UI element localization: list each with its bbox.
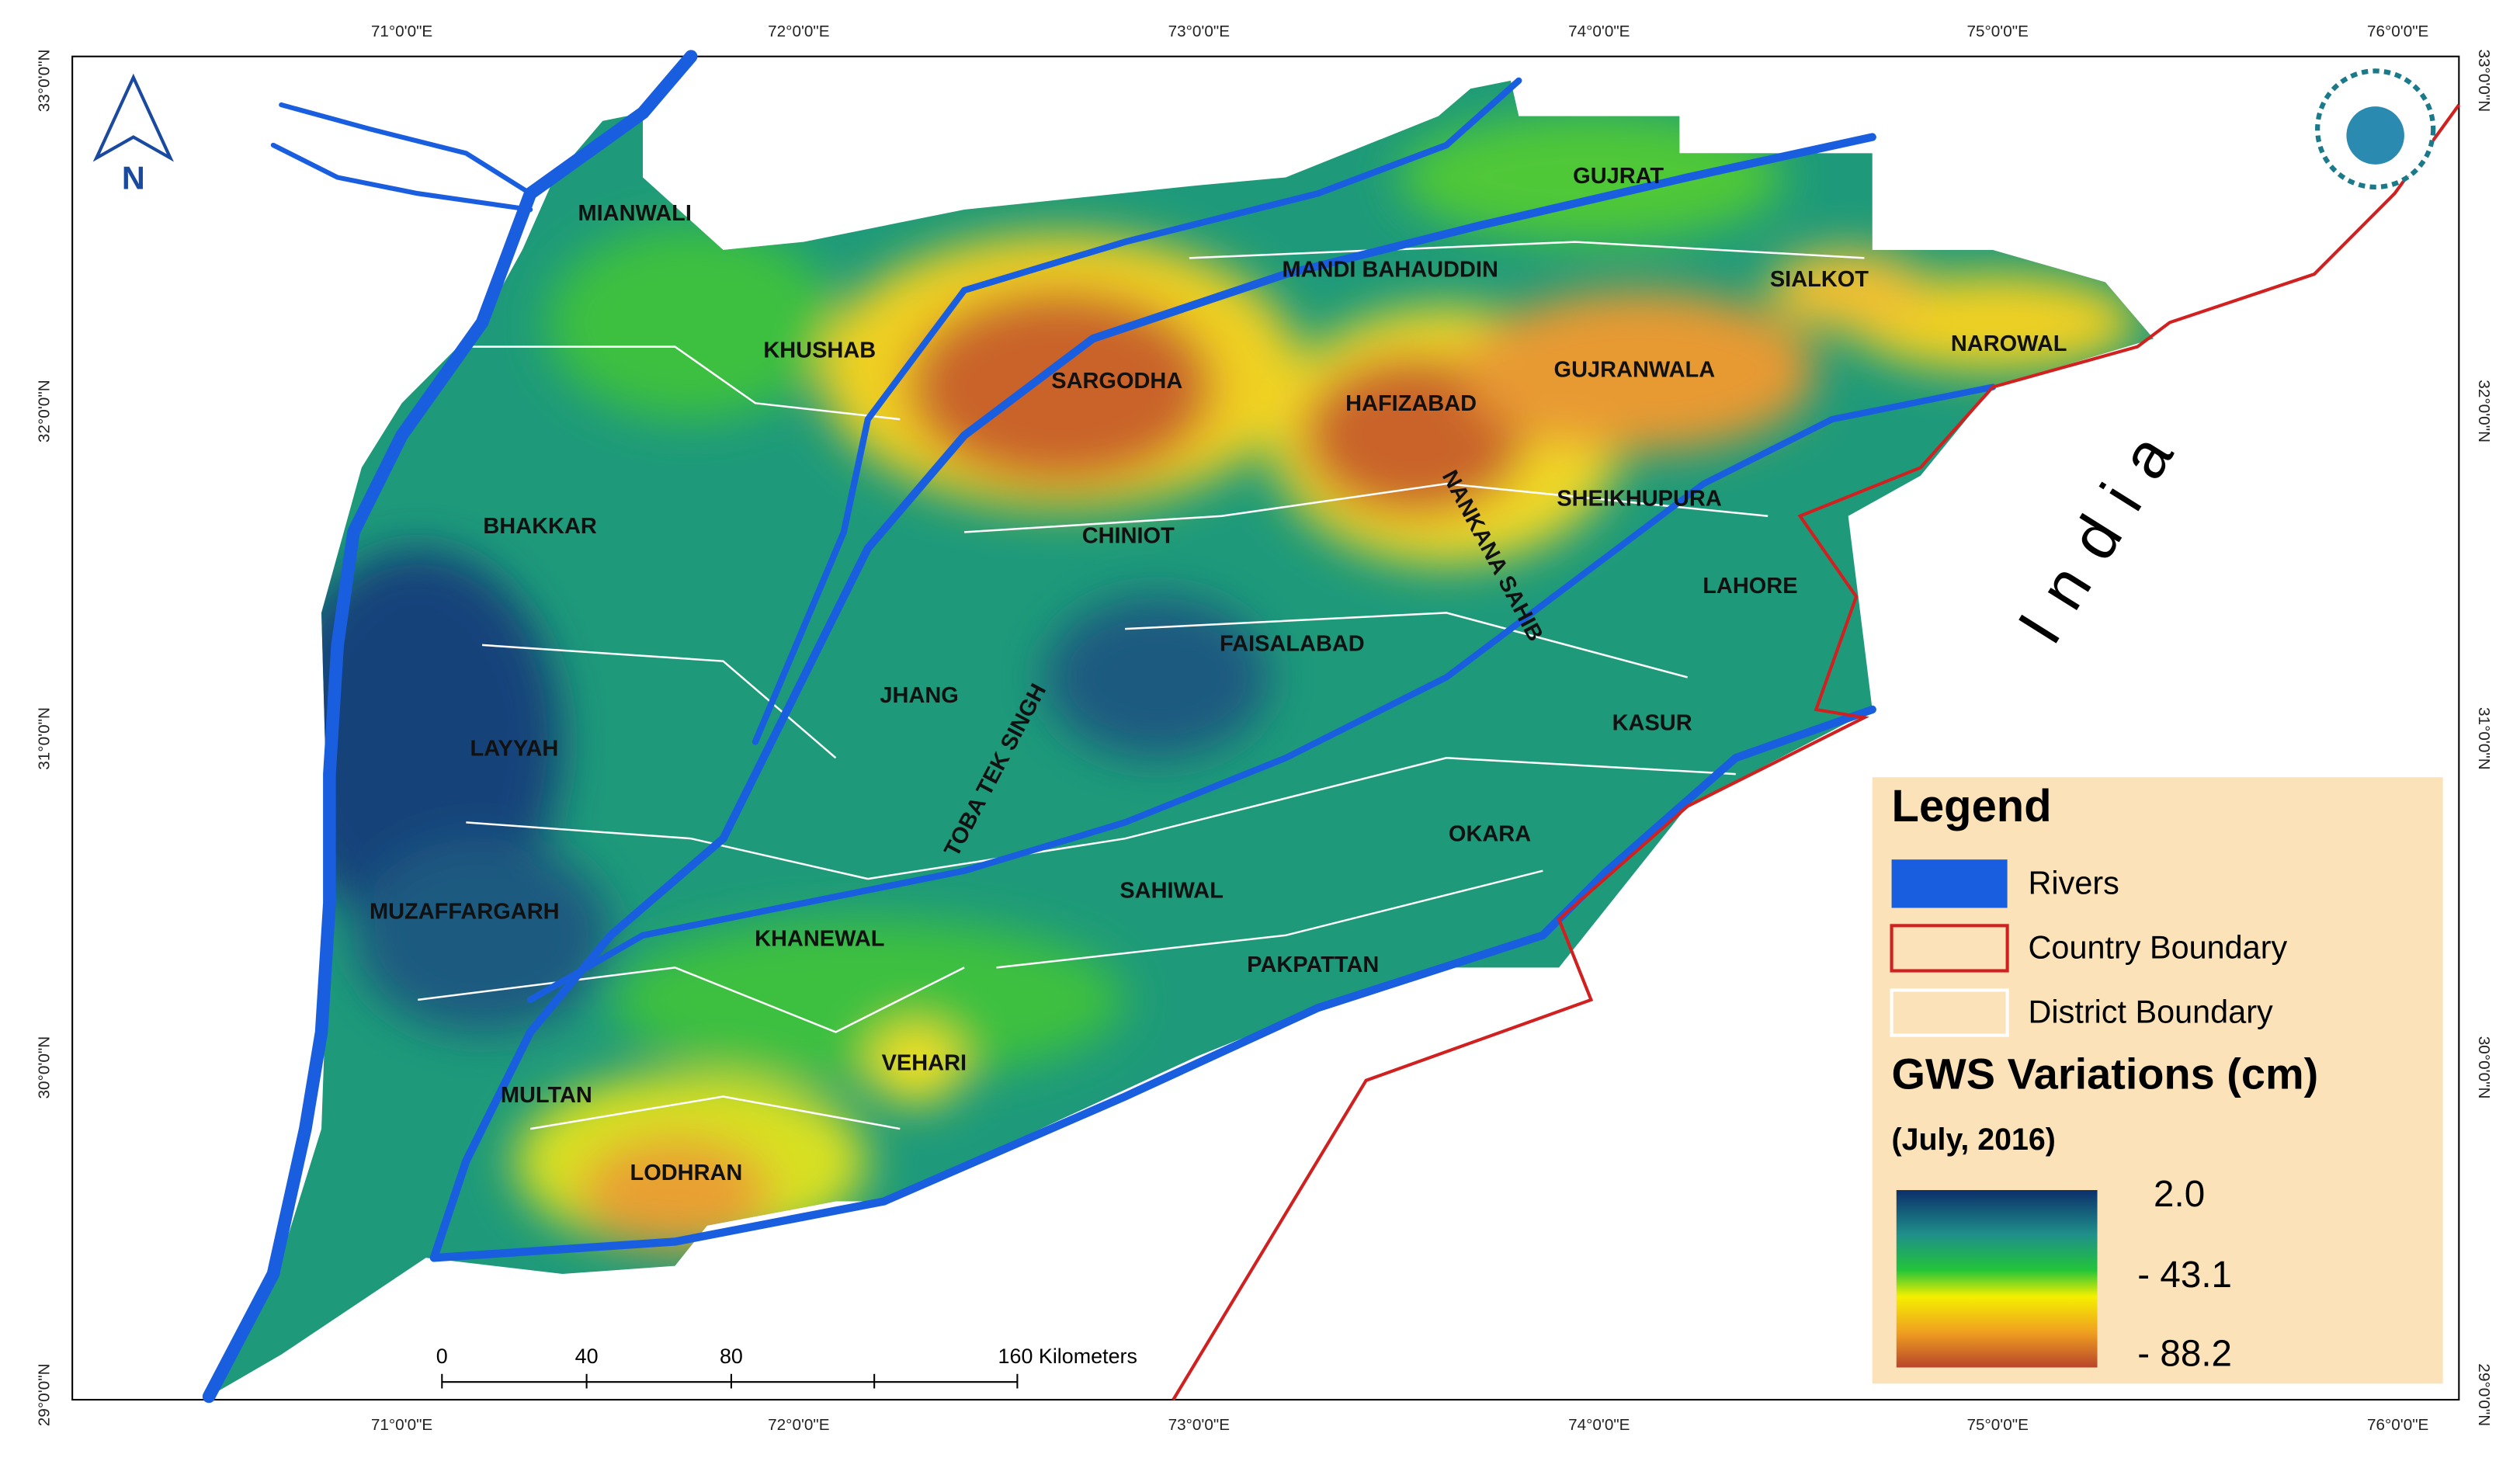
district-label: HAFIZABAD xyxy=(1345,391,1477,416)
y-coord-label: 29°0'0"N xyxy=(2475,1363,2493,1426)
district-label: OKARA xyxy=(1449,822,1531,847)
x-coord-label: 74°0'0"E xyxy=(1568,1416,1630,1434)
legend-item: Rivers xyxy=(2029,864,2119,901)
x-coord-label: 75°0'0"E xyxy=(1967,23,2029,40)
district-label: GUJRAT xyxy=(1573,164,1664,189)
scale-label: 80 xyxy=(720,1345,743,1368)
y-coord-label: 32°0'0"N xyxy=(35,380,53,442)
legend-swatch xyxy=(1890,924,2009,973)
y-coord-label: 30°0'0"N xyxy=(2475,1036,2493,1099)
district-label: MUZAFFARGARH xyxy=(370,899,560,924)
district-label: SAHIWAL xyxy=(1119,878,1224,903)
color-bar-label: - 88.2 xyxy=(2137,1334,2232,1375)
district-label: GUJRANWALA xyxy=(1554,357,1716,382)
district-label: KHANEWAL xyxy=(755,927,884,952)
color-bar-label: - 43.1 xyxy=(2137,1255,2232,1296)
legend-swatch xyxy=(1891,859,2008,908)
y-coord-label: 33°0'0"N xyxy=(2475,49,2493,112)
legend-date: (July, 2016) xyxy=(1892,1123,2056,1157)
x-coord-label: 71°0'0"E xyxy=(371,23,432,40)
legend-subtitle: GWS Variations (cm) xyxy=(1892,1049,2319,1098)
district-label: NAROWAL xyxy=(1951,331,2067,356)
legend-item: District Boundary xyxy=(2029,994,2273,1030)
scale-label: 160 Kilometers xyxy=(998,1345,1137,1368)
x-coord-label: 73°0'0"E xyxy=(1168,1416,1230,1434)
color-bar xyxy=(1896,1190,2098,1368)
district-label: SHEIKHUPURA xyxy=(1557,487,1721,512)
y-coord-label: 31°0'0"N xyxy=(2475,707,2493,770)
y-coord-label: 30°0'0"N xyxy=(35,1036,53,1099)
x-coord-label: 76°0'0"E xyxy=(2367,23,2428,40)
district-label: PAKPATTAN xyxy=(1247,953,1379,977)
y-coord-label: 31°0'0"N xyxy=(35,707,53,770)
color-bar-label: 2.0 xyxy=(2154,1174,2205,1215)
district-label: JHANG xyxy=(880,683,958,708)
x-coord-label: 71°0'0"E xyxy=(371,1416,432,1434)
x-coord-label: 73°0'0"E xyxy=(1168,23,1230,40)
district-label: LAYYAH xyxy=(470,737,559,762)
x-coord-label: 76°0'0"E xyxy=(2367,1416,2428,1434)
north-label: N xyxy=(122,160,145,196)
district-label: MIANWALI xyxy=(578,201,692,226)
country-boundary xyxy=(1171,103,2461,1401)
district-boundaries xyxy=(401,241,1865,1130)
scale-label: 0 xyxy=(436,1345,448,1368)
district-label: VEHARI xyxy=(882,1051,967,1076)
x-coord-label: 72°0'0"E xyxy=(768,23,829,40)
rivers xyxy=(202,50,1997,1404)
logo xyxy=(2315,68,2436,190)
district-label: KASUR xyxy=(1612,710,1692,735)
district-label: FAISALABAD xyxy=(1220,632,1365,657)
scale-label: 40 xyxy=(575,1345,599,1368)
y-coord-label: 32°0'0"N xyxy=(2475,380,2493,442)
north-arrow xyxy=(92,73,174,162)
district-label: MANDI BAHAUDDIN xyxy=(1282,258,1498,283)
x-coord-label: 74°0'0"E xyxy=(1568,23,1630,40)
district-label: SARGODHA xyxy=(1051,369,1182,394)
y-coord-label: 29°0'0"N xyxy=(35,1363,53,1426)
legend-title: Legend xyxy=(1892,781,2052,831)
district-label: SIALKOT xyxy=(1770,267,1869,292)
legend-item: Country Boundary xyxy=(2029,928,2288,965)
district-label: KHUSHAB xyxy=(763,338,876,363)
district-label: LAHORE xyxy=(1703,574,1797,599)
legend-swatch xyxy=(1890,988,2009,1037)
district-label: CHINIOT xyxy=(1082,523,1175,548)
x-coord-label: 72°0'0"E xyxy=(768,1416,829,1434)
district-label: MULTAN xyxy=(501,1083,592,1108)
x-coord-label: 75°0'0"E xyxy=(1967,1416,2029,1434)
y-coord-label: 33°0'0"N xyxy=(35,49,53,112)
district-label: BHAKKAR xyxy=(483,514,596,539)
district-label: LODHRAN xyxy=(630,1161,743,1185)
